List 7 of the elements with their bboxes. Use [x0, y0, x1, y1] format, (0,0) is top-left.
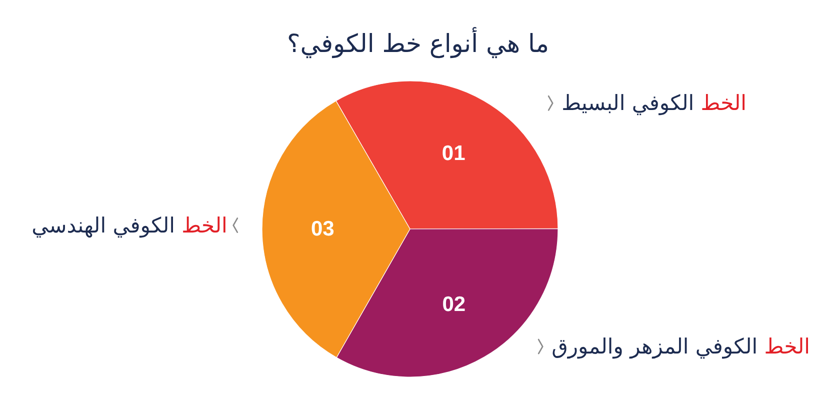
slice-label: الخط الكوفي الهندسي [32, 213, 228, 238]
text: 03 [311, 218, 334, 241]
text: 01 [442, 142, 466, 165]
slice-label: الخط الكوفي البسيط [562, 91, 746, 116]
chart-title: ما هي أنواع خط الكوفي؟ [286, 27, 550, 59]
text: 02 [442, 292, 466, 316]
slice-label: الخط الكوفي المزهر والمورق [552, 334, 810, 360]
